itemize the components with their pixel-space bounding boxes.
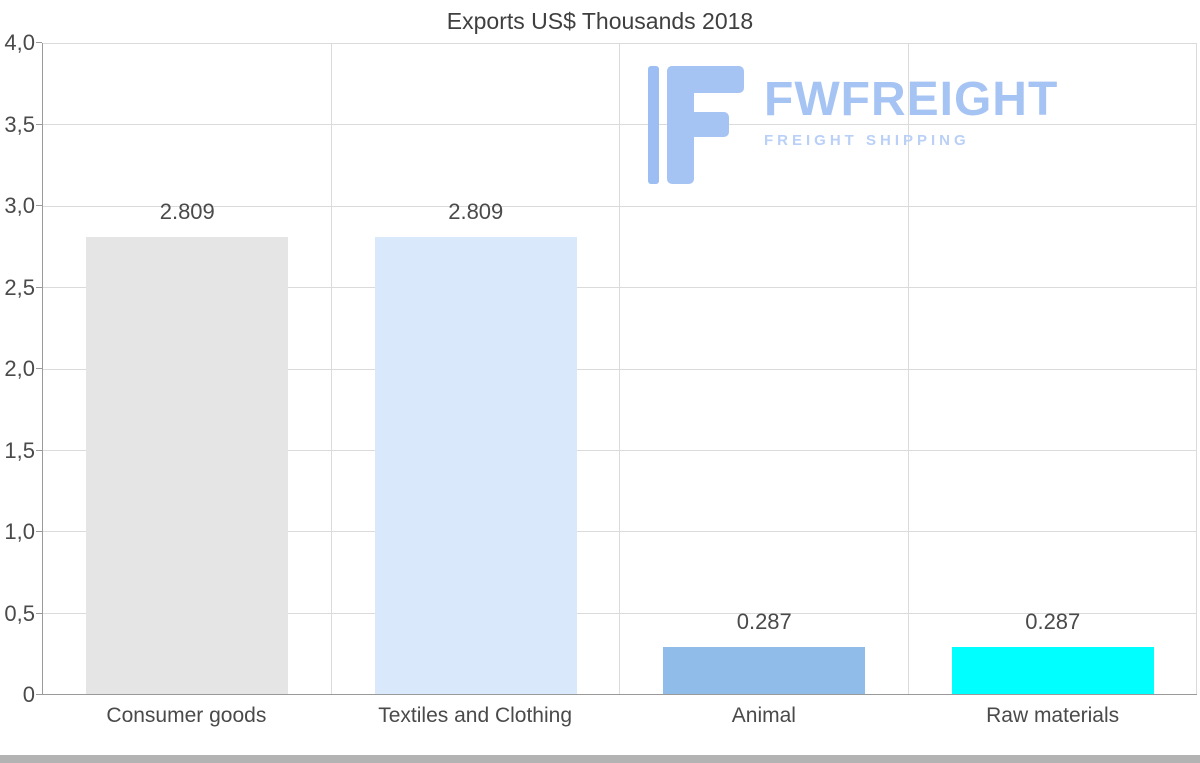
bar-animal (663, 647, 866, 694)
v-gridline (1196, 43, 1197, 694)
y-axis-tick-mark (36, 612, 42, 614)
bar-value-label: 0.287 (736, 609, 792, 635)
y-axis-tick-label: 3,5 (4, 111, 35, 137)
y-axis-ticks (36, 42, 42, 695)
h-gridline (43, 205, 1197, 207)
y-axis-tick-mark (36, 368, 42, 369)
x-axis-category-label: Raw materials (986, 704, 1120, 727)
h-gridline (43, 449, 1197, 451)
h-gridline (43, 531, 1197, 533)
y-axis-labels: 4,0 3,5 3,0 2,5 2,0 1,5 1,0 0,5 0 (0, 30, 38, 707)
y-axis-tick-mark (36, 694, 42, 695)
y-axis-tick-label: 4,0 (4, 30, 35, 55)
watermark-logo: FWFREIGHT FREIGHT SHIPPING (648, 66, 1070, 189)
bar-consumer-goods (86, 236, 289, 694)
x-axis-category-label: Textiles and Clothing (378, 704, 573, 727)
y-axis-tick-label: 2,5 (4, 274, 35, 300)
h-gridline (43, 287, 1197, 289)
y-axis-tick-mark (36, 123, 42, 125)
y-axis-tick-label: 3,0 (4, 193, 35, 218)
v-gridline (619, 43, 620, 694)
h-gridline (43, 368, 1197, 370)
bar-value-label: 2.809 (159, 198, 215, 224)
bar-textiles-and-clothing (374, 236, 577, 694)
logo-text-block: FWFREIGHT FREIGHT SHIPPING (764, 66, 1070, 150)
y-axis-tick-label: 0 (22, 682, 35, 707)
v-gridline (907, 43, 909, 694)
y-axis-tick-label: 0,5 (4, 600, 35, 626)
h-gridline (43, 124, 1197, 126)
logo-subtitle-text: FREIGHT SHIPPING (764, 132, 970, 149)
y-axis-tick-mark (36, 286, 42, 288)
bar-value-label: 0.287 (1025, 609, 1081, 635)
y-axis-tick-label: 2,0 (4, 356, 35, 381)
plot-area: 2.809 2.809 0.287 0.287 (42, 43, 1197, 695)
y-axis-tick-mark (36, 42, 42, 43)
h-gridline (43, 43, 1197, 44)
y-axis-tick-mark (36, 449, 42, 451)
x-axis-labels: Consumer goods Textiles and Clothing Anima… (42, 704, 1197, 734)
chart-title: Exports US$ Thousands 2018 (446, 8, 754, 34)
logo-f-icon (648, 66, 744, 189)
y-axis-tick-mark (36, 531, 42, 532)
y-axis-tick-label: 1,5 (4, 437, 35, 463)
logo-brand-text: FWFREIGHT (764, 73, 1059, 126)
y-axis-tick-label: 1,0 (4, 519, 35, 544)
footer-bar (0, 755, 1200, 763)
y-axis-tick-mark (36, 205, 42, 206)
x-axis-category-label: Animal (731, 704, 796, 727)
bar-value-label: 2.809 (448, 198, 504, 224)
x-axis-category-label: Consumer goods (106, 704, 267, 727)
bar-raw-materials (951, 647, 1154, 694)
v-gridline (330, 43, 332, 694)
h-gridline (43, 612, 1197, 614)
